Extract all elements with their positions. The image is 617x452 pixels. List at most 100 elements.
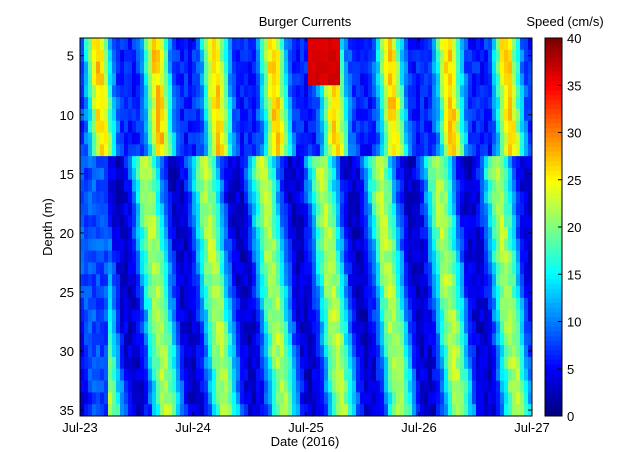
- heatmap-cell: [176, 144, 181, 157]
- heatmap-cell: [376, 38, 381, 51]
- heatmap-cell: [304, 345, 309, 358]
- heatmap-cell: [488, 85, 493, 98]
- heatmap-cell: [136, 333, 141, 346]
- heatmap-cell: [296, 286, 301, 299]
- heatmap-cell: [488, 61, 493, 74]
- y-axis-label: Depth (m): [40, 198, 55, 256]
- heatmap-cell: [236, 156, 241, 169]
- heatmap-cell: [336, 238, 341, 252]
- heatmap-cell: [216, 297, 221, 311]
- heatmap-cell: [452, 49, 457, 63]
- heatmap-cell: [488, 274, 493, 287]
- heatmap-cell: [420, 85, 425, 98]
- heatmap-cell: [92, 215, 97, 228]
- heatmap-cell: [112, 167, 117, 181]
- heatmap-cell: [208, 356, 213, 370]
- heatmap-cell: [376, 297, 381, 311]
- heatmap-cell: [84, 108, 89, 122]
- heatmap-cell: [488, 380, 493, 393]
- heatmap-cell: [156, 368, 161, 381]
- heatmap-cell: [228, 203, 233, 216]
- heatmap-cell: [508, 380, 513, 393]
- heatmap-cell: [160, 309, 165, 322]
- heatmap-cell: [460, 85, 465, 98]
- heatmap-cell: [136, 368, 141, 381]
- heatmap-cell: [196, 191, 201, 204]
- heatmap-cell: [316, 333, 321, 346]
- heatmap-cell: [188, 356, 193, 370]
- heatmap-cell: [432, 380, 437, 393]
- heatmap-cell: [100, 227, 105, 240]
- heatmap-cell: [192, 368, 197, 381]
- heatmap-cell: [280, 297, 285, 311]
- heatmap-cell: [356, 38, 361, 51]
- heatmap-cell: [440, 132, 445, 145]
- heatmap-cell: [368, 345, 373, 358]
- heatmap-cell: [452, 238, 457, 252]
- heatmap-cell: [152, 191, 157, 204]
- heatmap-cell: [204, 356, 209, 370]
- heatmap-cell: [168, 262, 173, 275]
- heatmap-cell: [328, 61, 333, 74]
- heatmap-cell: [124, 120, 129, 133]
- heatmap-cell: [368, 286, 373, 299]
- heatmap-cell: [252, 368, 257, 381]
- colorbar-segment: [545, 302, 562, 308]
- heatmap-cell: [148, 238, 153, 252]
- chart-title: Burger Currents: [259, 14, 352, 29]
- heatmap-cell: [508, 333, 513, 346]
- heatmap-cell: [272, 380, 277, 393]
- heatmap-cell: [304, 120, 309, 133]
- heatmap-cell: [120, 108, 125, 122]
- heatmap-cell: [392, 97, 397, 110]
- heatmap-cell: [432, 356, 437, 370]
- heatmap-cell: [88, 345, 93, 358]
- heatmap-cell: [164, 191, 169, 204]
- heatmap-cell: [424, 38, 429, 51]
- heatmap-cell: [456, 167, 461, 181]
- heatmap-cell: [84, 321, 89, 334]
- heatmap-cell: [372, 215, 377, 228]
- heatmap-cell: [400, 132, 405, 145]
- heatmap-cell: [392, 274, 397, 287]
- heatmap-cell: [456, 215, 461, 228]
- heatmap-cell: [320, 132, 325, 145]
- heatmap-cell: [520, 85, 525, 98]
- heatmap-cell: [368, 191, 373, 204]
- colorbar-segment: [545, 75, 562, 81]
- heatmap-cell: [136, 392, 141, 405]
- heatmap-cell: [392, 250, 397, 263]
- heatmap-cell: [508, 345, 513, 358]
- heatmap-cell: [132, 297, 137, 311]
- heatmap-cell: [436, 49, 441, 63]
- heatmap-cell: [144, 250, 149, 263]
- heatmap-cell: [248, 191, 253, 204]
- heatmap-cell: [364, 179, 369, 192]
- heatmap-cell: [304, 297, 309, 311]
- heatmap-cell: [264, 380, 269, 393]
- heatmap-cell: [448, 108, 453, 122]
- heatmap-cell: [504, 38, 509, 51]
- heatmap-cell: [308, 132, 313, 145]
- heatmap-cell: [140, 144, 145, 157]
- heatmap-cell: [164, 179, 169, 192]
- heatmap-cell: [256, 404, 261, 417]
- heatmap-cell: [436, 274, 441, 287]
- heatmap-cell: [100, 309, 105, 322]
- heatmap-cell: [80, 380, 85, 393]
- heatmap-cell: [364, 215, 369, 228]
- heatmap-cell: [396, 250, 401, 263]
- heatmap-cell: [92, 97, 97, 110]
- heatmap-cell: [364, 227, 369, 240]
- heatmap-cell: [316, 238, 321, 252]
- heatmap-cell: [320, 297, 325, 311]
- heatmap-cell: [316, 132, 321, 145]
- heatmap-cell: [384, 368, 389, 381]
- heatmap-cell: [516, 191, 521, 204]
- heatmap-cell: [484, 356, 489, 370]
- heatmap-cell: [320, 108, 325, 122]
- heatmap-cell: [116, 274, 121, 287]
- heatmap-cell: [516, 85, 521, 98]
- heatmap-cell: [404, 61, 409, 74]
- heatmap-cell: [380, 227, 385, 240]
